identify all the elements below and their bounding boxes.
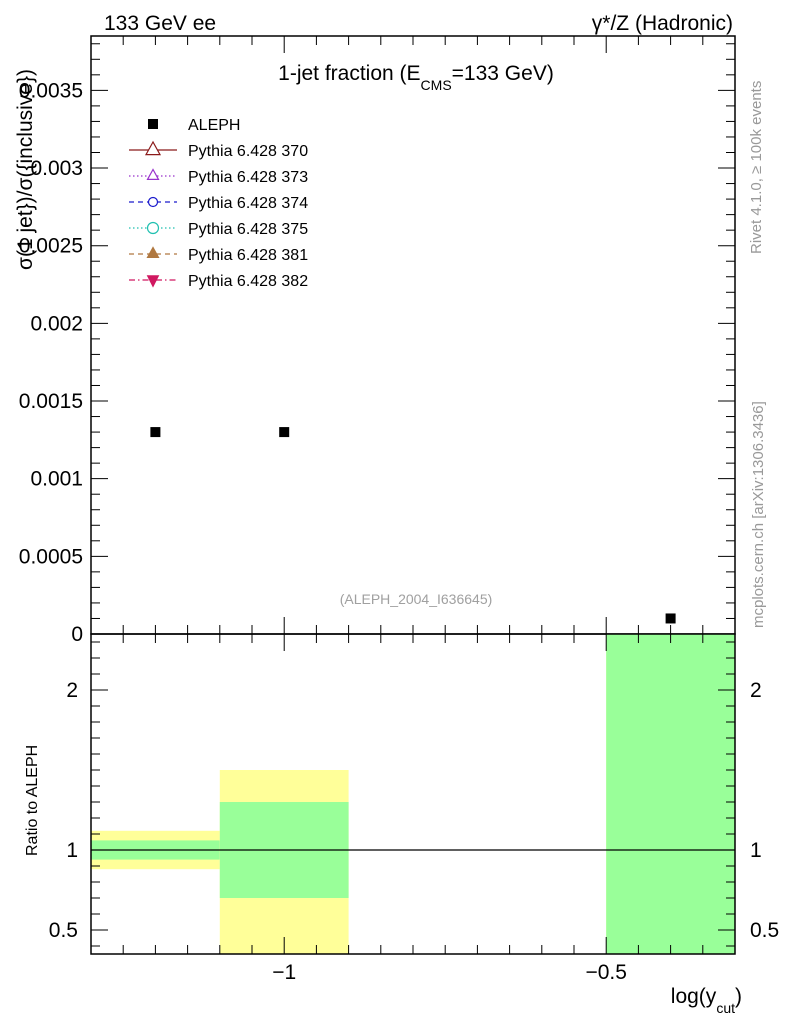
main-title-part2: =133 GeV) [452, 62, 554, 85]
ratio-xlabel-end: ) [735, 985, 742, 1008]
ratio-ytick-label-right: 2 [750, 679, 762, 702]
main-ylabel: σ(1 jet})/σ({inclusive}) [14, 69, 37, 270]
ratio-ytick-label: 1 [66, 839, 78, 862]
aleph-data-point [665, 613, 676, 624]
ratio-ylabel: Ratio to ALEPH [24, 745, 41, 856]
main-ytick-label: 0.001 [30, 468, 83, 491]
aleph-data-point [150, 427, 161, 438]
main-ytick-label: 0.0035 [19, 79, 83, 102]
main-title: 1-jet fraction (ECMS=133 GeV) [278, 62, 554, 93]
header-left-label: 133 GeV ee [104, 12, 216, 35]
ratio-panel: 0.5 0.5 1 1 2 2 −1 −0.5 Ratio to ALEPH log(ycu… [24, 633, 779, 1016]
legend-label: Pythia 6.428 382 [188, 273, 308, 290]
main-ytick-label: 0.0025 [19, 235, 83, 258]
legend-marker [147, 196, 159, 208]
ratio-ytick-label: 0.5 [49, 919, 78, 942]
ratio-xtick-labels: −1 −0.5 [272, 961, 627, 984]
legend-marker [146, 221, 160, 235]
main-ytick-label: 0 [71, 623, 83, 646]
ratio-ytick-labels: 0.5 0.5 1 1 2 2 [49, 679, 779, 942]
ratio-ytick-label-right: 1 [750, 839, 762, 862]
ratio-xlabel-main: log(y [671, 985, 717, 1008]
ratio-xlabel-sub: cut [716, 1000, 735, 1016]
ratio-xtick-label: −0.5 [585, 961, 626, 984]
legend-label: ALEPH [188, 117, 240, 134]
legend-marker [144, 140, 162, 156]
watermark-label: (ALEPH_2004_I636645) [340, 591, 493, 607]
legend-label: Pythia 6.428 373 [188, 169, 308, 186]
mcplots-label: mcplots.cern.ch [arXiv:1306.3436] [750, 401, 767, 628]
rivet-label: Rivet 4.1.0, ≥ 100k events [748, 81, 765, 254]
legend-marker [146, 246, 160, 258]
legend-marker [148, 119, 158, 129]
main-ytick-label: 0.0015 [19, 390, 83, 413]
main-title-sub: CMS [421, 77, 452, 93]
legend: ALEPH Pythia 6.428 370 Pythia 6.428 373 Pyt… [129, 117, 308, 290]
legend-label: Pythia 6.428 375 [188, 221, 308, 238]
main-ytick-label: 0.003 [30, 157, 83, 180]
ratio-ytick-label: 2 [66, 679, 78, 702]
main-data-points [150, 427, 676, 624]
legend-label: Pythia 6.428 381 [188, 247, 308, 264]
ratio-xlabel: log(ycut) [671, 985, 742, 1016]
legend-marker [146, 168, 160, 180]
ratio-band-green [606, 634, 735, 954]
legend-label: Pythia 6.428 374 [188, 195, 308, 212]
legend-marker [146, 275, 160, 288]
main-title-part1: 1-jet fraction (E [278, 62, 420, 85]
ratio-axis-ticks [90, 634, 736, 954]
main-panel: (ALEPH_2004_I636645) 00.00050.0010.00150… [14, 35, 736, 646]
ratio-frame [90, 633, 736, 955]
main-ytick-labels: 0 0.0005 0.001 0.0015 0.002 0.0025 0.003 0.0035 [19, 79, 83, 646]
main-ytick-label: 0.002 [30, 312, 83, 335]
ratio-ytick-label-right: 0.5 [750, 919, 779, 942]
ratio-bands [91, 634, 735, 954]
ratio-xtick-label: −1 [272, 961, 296, 984]
aleph-data-point [279, 427, 290, 438]
header-right-label: γ*/Z (Hadronic) [592, 12, 733, 35]
legend-label: Pythia 6.428 370 [188, 143, 308, 160]
main-ytick-label: 0.0005 [19, 545, 83, 568]
